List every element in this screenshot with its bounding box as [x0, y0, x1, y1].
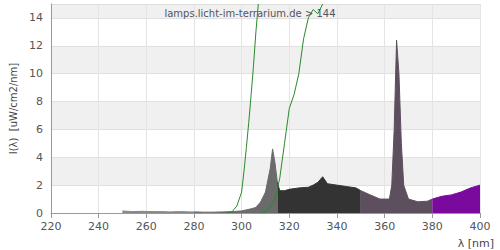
svg-text:0: 0 — [36, 207, 43, 220]
svg-text:14: 14 — [29, 11, 43, 24]
svg-text:2: 2 — [36, 179, 43, 192]
svg-text:8: 8 — [36, 95, 43, 108]
svg-text:360: 360 — [374, 220, 395, 233]
svg-text:240: 240 — [88, 220, 109, 233]
svg-text:400: 400 — [470, 220, 491, 233]
svg-text:320: 320 — [279, 220, 300, 233]
svg-text:220: 220 — [40, 220, 61, 233]
svg-text:300: 300 — [231, 220, 252, 233]
svg-text:4: 4 — [36, 151, 43, 164]
svg-text:6: 6 — [36, 123, 43, 136]
svg-text:380: 380 — [422, 220, 443, 233]
svg-text:λ [nm]: λ [nm] — [458, 237, 494, 250]
svg-text:lamps.licht-im-terrarium.de >: lamps.licht-im-terrarium.de > 144 — [164, 8, 335, 19]
svg-text:12: 12 — [29, 39, 43, 52]
svg-text:260: 260 — [136, 220, 157, 233]
svg-text:I(λ) [uW/cm2/nm]: I(λ) [uW/cm2/nm] — [8, 63, 19, 155]
svg-text:10: 10 — [29, 67, 43, 80]
svg-text:280: 280 — [183, 220, 204, 233]
svg-text:340: 340 — [326, 220, 347, 233]
